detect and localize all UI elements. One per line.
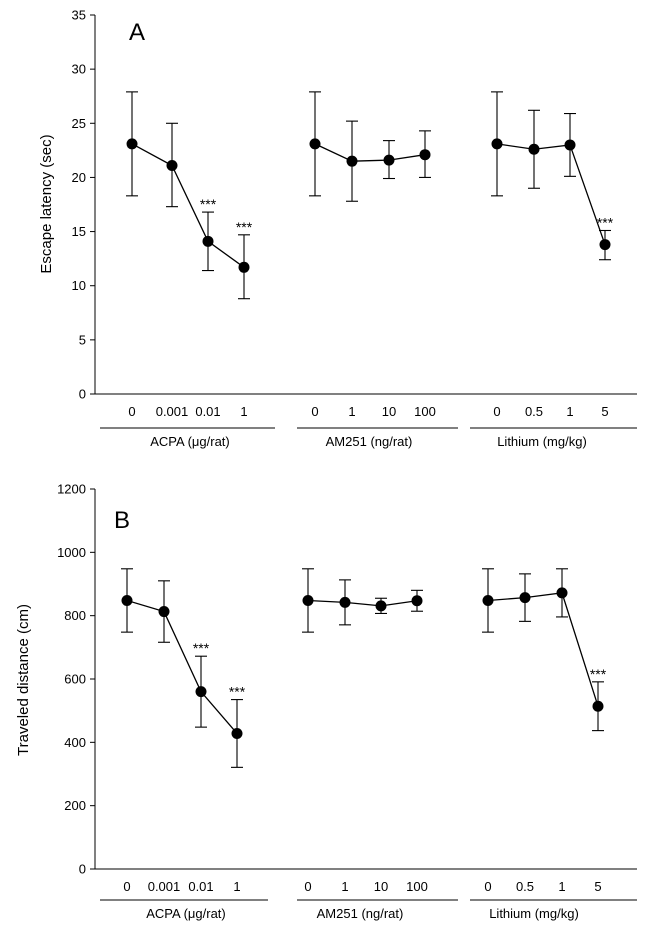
data-point <box>592 700 604 712</box>
y-tick-label: 35 <box>72 8 86 23</box>
data-point <box>126 138 138 150</box>
group-label: AM251 (ng/rat) <box>326 434 413 449</box>
y-tick-label: 25 <box>72 116 86 131</box>
series-group: 0 0.5 1 *** 5 Lithium (mg/kg) <box>470 91 637 449</box>
series-line <box>314 143 426 162</box>
data-point <box>528 143 540 155</box>
x-tick-label: 100 <box>406 879 428 894</box>
y-tick-label: 0 <box>79 387 86 402</box>
y-tick-label: 1000 <box>57 545 86 560</box>
series-line <box>496 143 606 245</box>
series-line <box>487 592 599 707</box>
data-point <box>564 139 576 151</box>
group-label: Lithium (mg/kg) <box>497 434 587 449</box>
data-point <box>556 587 568 599</box>
y-tick-label: 15 <box>72 224 86 239</box>
x-tick-label: 5 <box>601 404 608 419</box>
series-group: 0 0.001 *** 0.01 *** 1 ACPA (μg/rat) <box>100 568 268 921</box>
data-point <box>231 727 243 739</box>
y-axis-title: Traveled distance (cm) <box>15 604 32 756</box>
x-tick-label: 0.5 <box>525 404 543 419</box>
y-tick-label: 30 <box>72 62 86 77</box>
y-ticks: 0 5 10 15 20 25 30 35 <box>72 8 95 402</box>
x-tick-label: 0.01 <box>195 404 220 419</box>
data-point <box>491 138 503 150</box>
group-label: ACPA (μg/rat) <box>146 906 226 921</box>
x-tick-label: 0 <box>493 404 500 419</box>
y-tick-label: 600 <box>64 672 86 687</box>
panel-b: B Traveled distance (cm) 020040060080010… <box>15 482 637 921</box>
x-tick-label: 0 <box>304 879 311 894</box>
x-tick-label: 1 <box>233 879 240 894</box>
significance-marker: *** <box>597 214 614 230</box>
data-point <box>238 261 250 273</box>
group-label: Lithium (mg/kg) <box>489 906 579 921</box>
x-tick-label: 1 <box>558 879 565 894</box>
x-tick-label: 0 <box>484 879 491 894</box>
data-point <box>375 600 387 612</box>
x-tick-label: 0.001 <box>156 404 189 419</box>
data-point <box>519 592 531 604</box>
x-tick-label: 0 <box>123 879 130 894</box>
x-tick-label: 1 <box>240 404 247 419</box>
x-tick-label: 0 <box>311 404 318 419</box>
x-tick-label: 10 <box>382 404 396 419</box>
data-point <box>121 594 133 606</box>
data-point <box>158 606 170 618</box>
significance-marker: *** <box>200 196 217 212</box>
series-group: 0 0.001 *** 0.01 *** 1 ACPA (μg/rat) <box>100 91 275 449</box>
y-tick-label: 800 <box>64 608 86 623</box>
x-tick-label: 1 <box>348 404 355 419</box>
y-tick-label: 1200 <box>57 482 86 497</box>
x-tick-label: 0.5 <box>516 879 534 894</box>
data-point <box>339 596 351 608</box>
significance-marker: *** <box>236 219 253 235</box>
significance-marker: *** <box>193 640 210 656</box>
y-axis-title: Escape latency (sec) <box>38 134 55 273</box>
x-tick-label: 1 <box>341 879 348 894</box>
data-point <box>309 138 321 150</box>
significance-marker: *** <box>590 666 607 682</box>
series-group: 0 0.5 1 *** 5 Lithium (mg/kg) <box>470 568 637 921</box>
data-point <box>411 595 423 607</box>
x-tick-label: 0 <box>128 404 135 419</box>
series-line <box>126 599 238 734</box>
y-tick-label: 200 <box>64 798 86 813</box>
group-label: AM251 (ng/rat) <box>317 906 404 921</box>
data-point <box>599 239 611 251</box>
data-point <box>482 594 494 606</box>
y-tick-label: 0 <box>79 862 86 877</box>
series-line <box>131 143 245 268</box>
data-point <box>166 160 178 172</box>
data-point <box>346 155 358 167</box>
x-tick-label: 5 <box>594 879 601 894</box>
series-line <box>307 599 418 607</box>
y-tick-label: 10 <box>72 278 86 293</box>
panel-label-a: A <box>129 19 145 46</box>
x-tick-label: 0.001 <box>148 879 181 894</box>
data-point <box>419 149 431 161</box>
data-point <box>302 594 314 606</box>
significance-marker: *** <box>229 684 246 700</box>
data-point <box>195 686 207 698</box>
panel-label-b: B <box>114 507 130 534</box>
x-tick-label: 100 <box>414 404 436 419</box>
x-tick-label: 10 <box>374 879 388 894</box>
y-ticks: 0 200 400 600 800 1000 1200 <box>57 482 95 877</box>
y-tick-label: 5 <box>79 332 86 347</box>
x-tick-label: 0.01 <box>188 879 213 894</box>
x-tick-label: 1 <box>566 404 573 419</box>
data-point <box>383 154 395 166</box>
data-point <box>202 235 214 247</box>
y-tick-label: 20 <box>72 170 86 185</box>
y-tick-label: 400 <box>64 735 86 750</box>
group-label: ACPA (μg/rat) <box>150 434 230 449</box>
